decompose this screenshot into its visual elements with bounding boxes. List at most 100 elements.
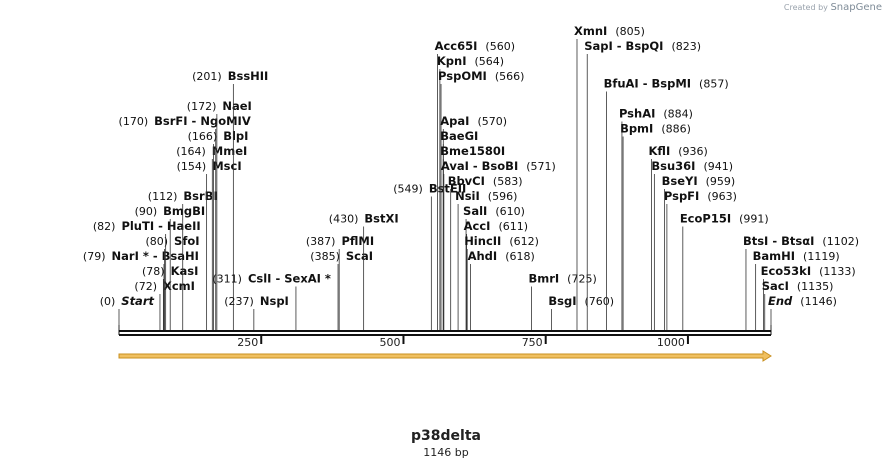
site-name: BlpI	[223, 129, 248, 143]
site-position: (805)	[615, 25, 645, 38]
site-position: (725)	[567, 273, 597, 286]
ruler-tick-label: 500	[379, 336, 400, 349]
site-position: (112)	[148, 190, 178, 203]
site-position: (823)	[671, 40, 701, 53]
site-name: NsiI	[455, 189, 480, 203]
site-name: Bsu36I	[651, 159, 695, 173]
site-position: (80)	[145, 235, 168, 248]
site-name: BsgI	[548, 294, 576, 308]
site-position: (560)	[485, 40, 515, 53]
site-name: XmnI	[574, 24, 607, 38]
site-name: NarI * - BsaHI	[112, 249, 199, 263]
site-position: (610)	[495, 205, 525, 218]
site-name: PspOMI	[438, 69, 487, 83]
snapgene-logo: SnapGene	[830, 2, 882, 13]
site-position: (564)	[474, 55, 504, 68]
snapgene-credit: Created by SnapGene	[784, 2, 882, 13]
site-position: (571)	[526, 160, 556, 173]
site-position: (886)	[661, 123, 691, 136]
site-position: (884)	[663, 108, 693, 121]
site-position: (0)	[100, 295, 116, 308]
site-name: Start	[121, 294, 154, 308]
site-name: BssHII	[228, 69, 269, 83]
site-name: NaeI	[222, 99, 251, 113]
site-name: KpnI	[437, 54, 467, 68]
site-name: BseYI	[662, 174, 698, 188]
site-position: (570)	[477, 115, 507, 128]
site-position: (760)	[585, 295, 615, 308]
site-position: (1133)	[819, 265, 856, 278]
site-position: (612)	[509, 235, 539, 248]
ruler-tick-label: 750	[522, 336, 543, 349]
site-name: BpmI	[620, 122, 653, 136]
site-position: (170)	[119, 115, 149, 128]
site-position: (78)	[142, 265, 165, 278]
site-name: CslI - SexAI *	[248, 272, 331, 286]
site-name: KasI	[171, 264, 199, 278]
site-position: (857)	[699, 78, 729, 91]
site-name: SapI - BspQI	[584, 39, 663, 53]
site-name: BsrFI - NgoMIV	[154, 114, 251, 128]
site-name: AvaI - BsoBI	[441, 159, 518, 173]
ruler-tick-label: 250	[237, 336, 258, 349]
site-position: (79)	[83, 250, 106, 263]
site-position: (1102)	[822, 235, 859, 248]
site-name: NspI	[260, 294, 289, 308]
site-position: (311)	[212, 273, 242, 286]
site-name: MmeI	[212, 144, 248, 158]
site-position: (1146)	[800, 295, 837, 308]
credit-prefix: Created by	[783, 3, 828, 12]
site-position: (1119)	[803, 250, 840, 263]
site-position: (201)	[192, 70, 222, 83]
site-name: AccI	[464, 219, 491, 233]
sequence-title: p38delta	[411, 428, 481, 444]
site-name: HincII	[464, 234, 501, 248]
site-name: MscI	[212, 159, 241, 173]
site-position: (549)	[393, 183, 423, 196]
site-name: BfuAI - BspMI	[604, 77, 691, 91]
site-name: BstEII	[429, 182, 467, 196]
site-name: BstXI	[364, 212, 398, 226]
site-name: Eco53kI	[761, 264, 812, 278]
site-position: (941)	[703, 160, 733, 173]
site-position: (385)	[310, 250, 340, 263]
site-name: Bme1580I	[440, 144, 505, 158]
site-position: (611)	[498, 220, 528, 233]
site-name: Acc65I	[435, 39, 478, 53]
site-name: BbvCI	[448, 174, 485, 188]
site-name: XcmI	[163, 279, 195, 293]
site-position: (430)	[329, 213, 359, 226]
site-name: EcoP15I	[680, 212, 731, 226]
site-position: (172)	[187, 100, 217, 113]
sequence-length: 1146 bp	[423, 446, 469, 459]
site-name: SacI	[762, 279, 789, 293]
site-name: BmrI	[528, 272, 559, 286]
site-name: PflMI	[341, 234, 374, 248]
site-name: BmgBI	[163, 204, 205, 218]
site-position: (90)	[135, 205, 158, 218]
site-position: (991)	[739, 213, 769, 226]
site-name: ScaI	[346, 249, 373, 263]
site-position: (72)	[134, 280, 157, 293]
site-position: (596)	[488, 190, 518, 203]
site-name: ApaI	[440, 114, 469, 128]
site-name: SfoI	[174, 234, 199, 248]
site-name: PspFI	[664, 189, 699, 203]
site-name: BtsI - BtsαI	[743, 234, 814, 248]
site-position: (154)	[177, 160, 207, 173]
site-name: BsrBI	[183, 189, 217, 203]
site-name: PluTI - HaeII	[121, 219, 200, 233]
site-position: (1135)	[797, 280, 834, 293]
site-position: (618)	[505, 250, 535, 263]
site-name: KflI	[649, 144, 671, 158]
site-position: (82)	[93, 220, 116, 233]
site-name: BamHI	[753, 249, 795, 263]
feature-arrow	[118, 350, 772, 362]
site-name: AhdI	[468, 249, 498, 263]
ruler-tick-label: 1000	[657, 336, 685, 349]
site-position: (959)	[706, 175, 736, 188]
site-position: (963)	[707, 190, 737, 203]
site-position: (583)	[493, 175, 523, 188]
site-name: PshAI	[619, 107, 655, 121]
